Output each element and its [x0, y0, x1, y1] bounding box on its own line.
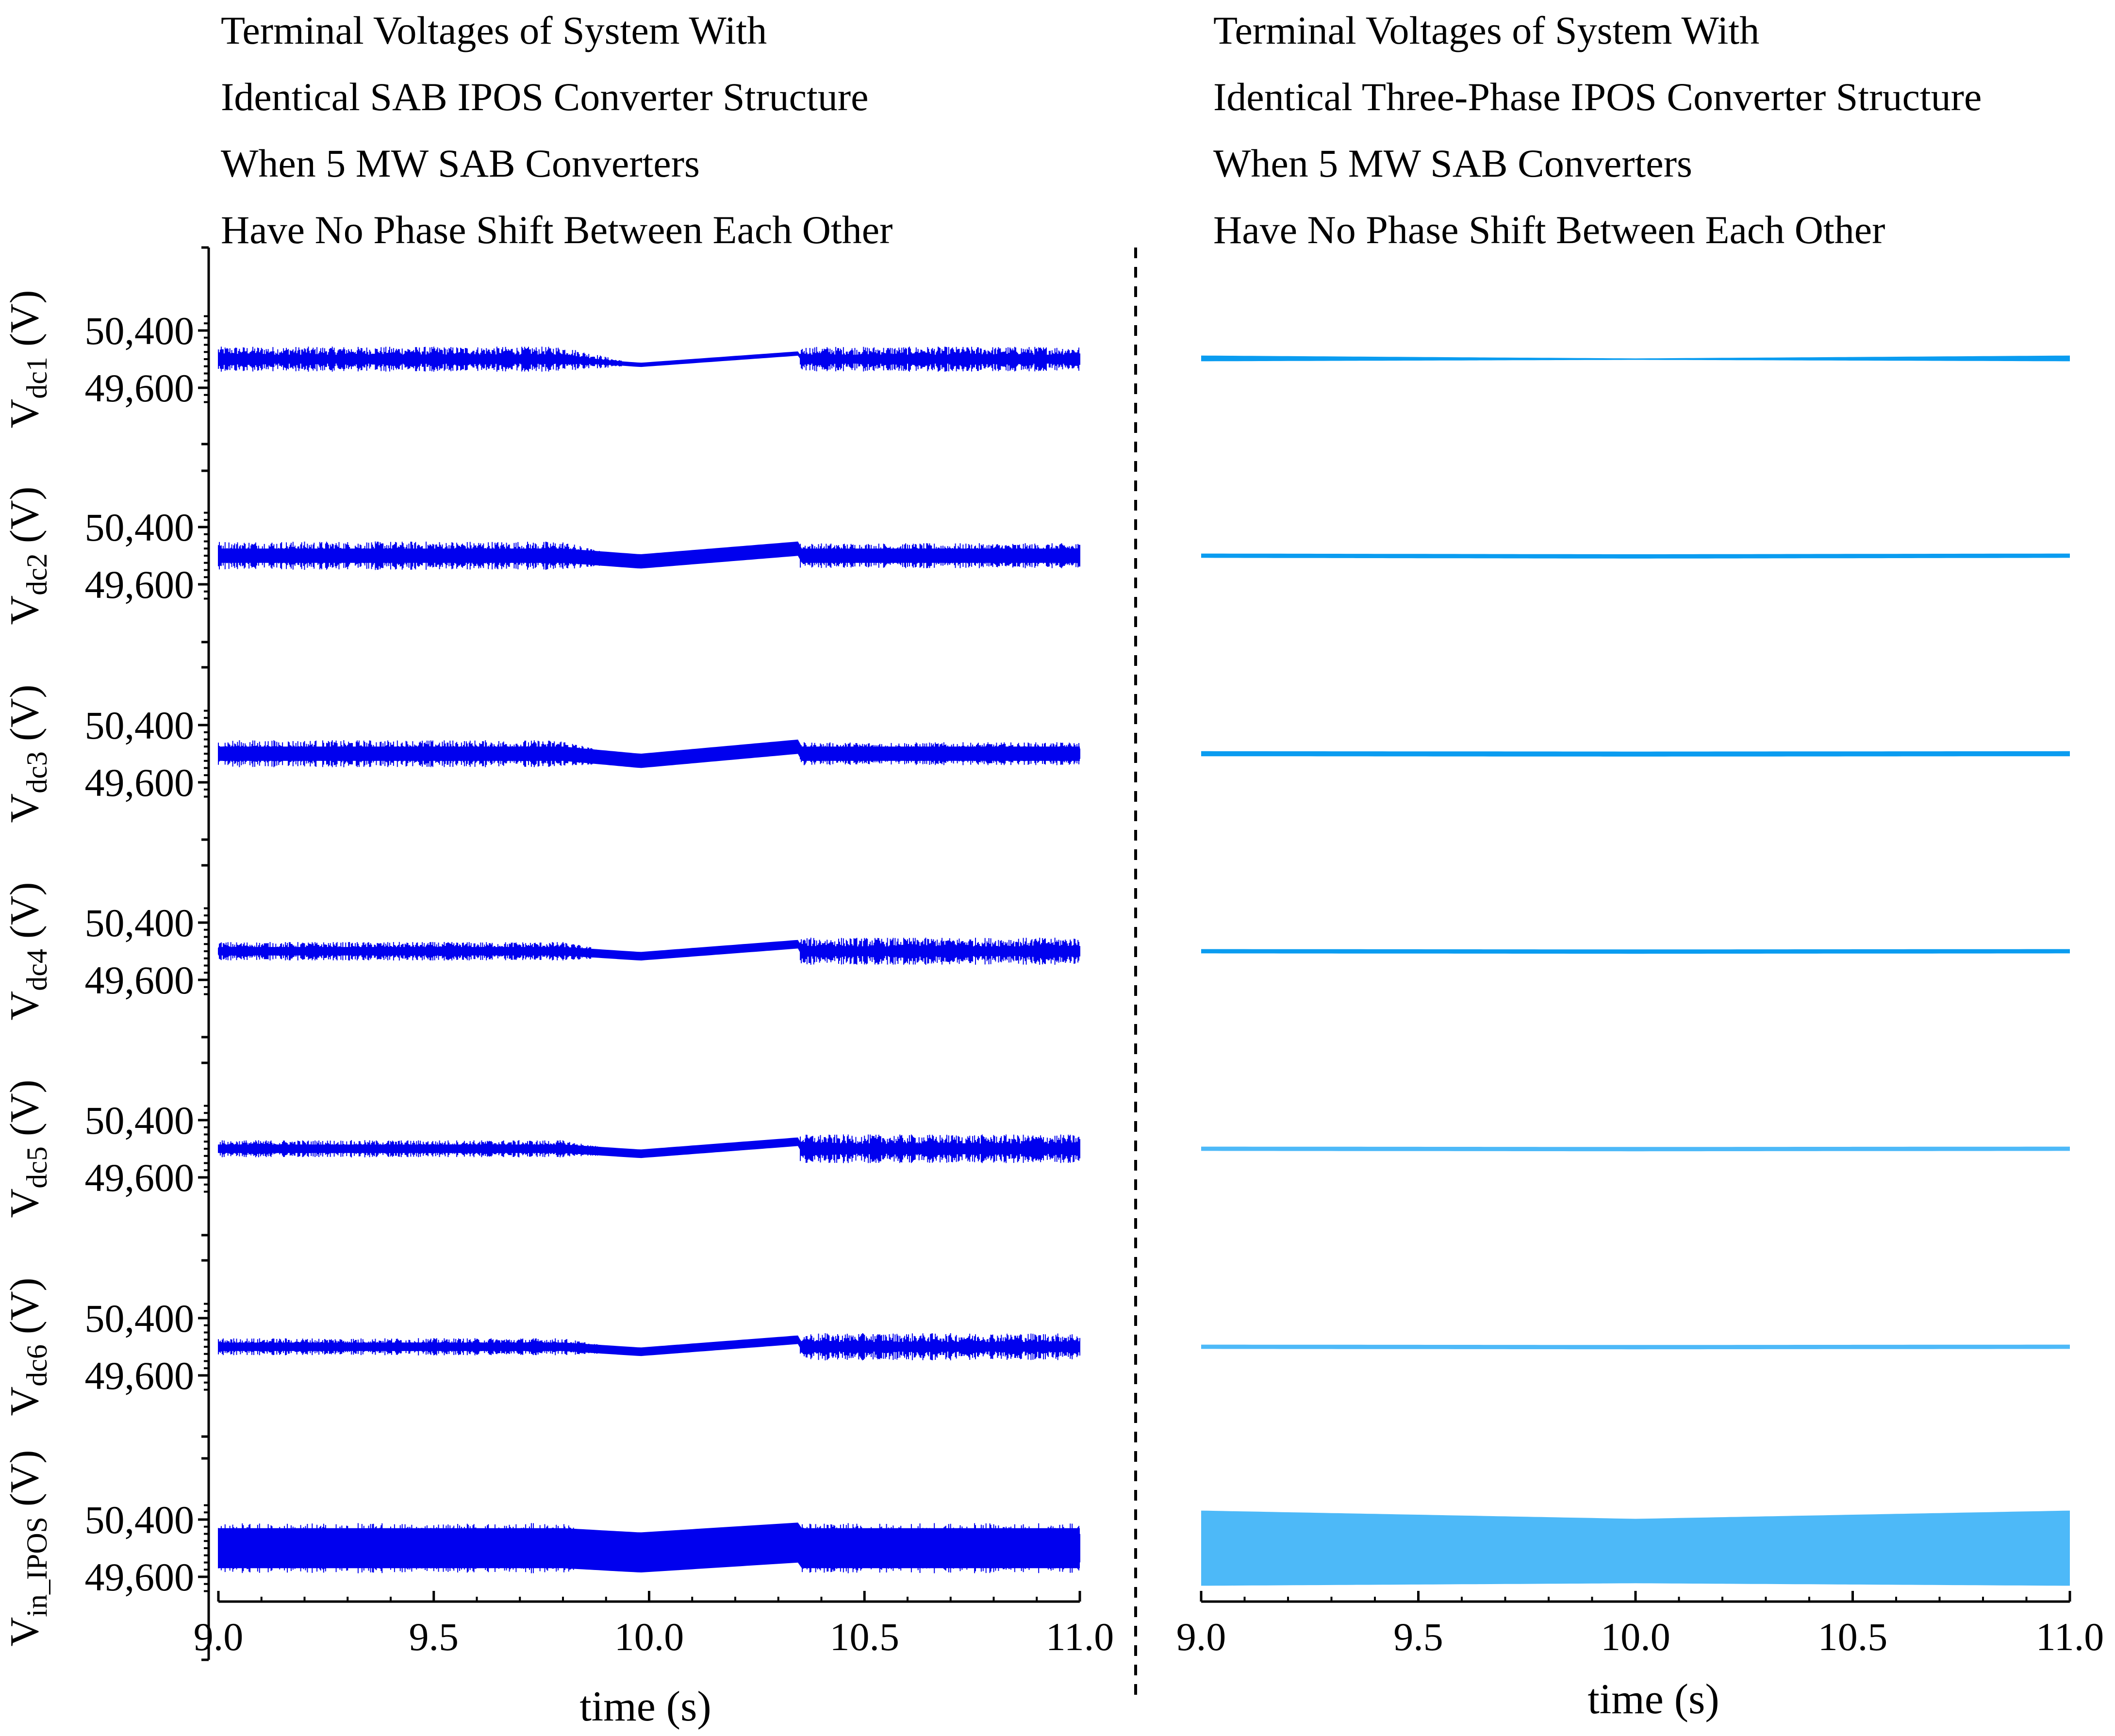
right-title-line-1: Terminal Voltages of System With [1213, 8, 1759, 52]
left-x-tick-label: 9.0 [194, 1615, 244, 1659]
left-y-axis-label-V_in_IPOS: Vin_IPOS (V) [2, 1450, 53, 1647]
right-series-V_dc2 [1201, 553, 2070, 559]
right-band-V_dc1 [1201, 355, 2070, 362]
y-label-unit: (V) [2, 1278, 47, 1345]
left-x-tick-label: 10.5 [830, 1615, 900, 1659]
left-noise-V_in_IPOS [218, 1523, 1080, 1573]
left-series-V_dc5: 50,400 49,600 Vdc5 (V) [2, 1036, 1080, 1262]
left-title-line-4: Have No Phase Shift Between Each Other [221, 208, 892, 252]
right-title-line-4: Have No Phase Shift Between Each Other [1213, 208, 1885, 252]
right-x-tick-label: 9.5 [1393, 1615, 1443, 1659]
right-panel [1201, 355, 2070, 1586]
left-y-tick-label: 50,400 [85, 309, 195, 353]
y-label-main: V [2, 991, 47, 1021]
left-y-tick-label: 49,600 [85, 1354, 195, 1398]
y-label-main: V [2, 1617, 47, 1647]
right-band-V_dc3 [1201, 751, 2070, 757]
left-y-axis-label-V_dc2: Vdc2 (V) [2, 487, 53, 625]
left-series-V_dc3: 50,400 49,600 Vdc3 (V) [2, 641, 1080, 867]
y-label-unit: (V) [2, 487, 47, 554]
left-noise-V_dc4 [218, 938, 1080, 965]
left-y-axis-label-V_dc1: Vdc1 (V) [2, 290, 53, 429]
y-label-unit: (V) [2, 1080, 47, 1147]
left-y-tick-label: 50,400 [85, 901, 195, 945]
left-y-tick-label: 49,600 [85, 761, 195, 805]
right-series-V_dc5 [1201, 1146, 2070, 1152]
left-y-axis-label-V_dc6: Vdc6 (V) [2, 1278, 53, 1416]
left-x-tick-label: 11.0 [1046, 1615, 1114, 1659]
right-band-V_dc2 [1201, 553, 2070, 559]
right-x-axis-label: time (s) [1587, 1676, 1719, 1723]
left-x-axis-label: time (s) [579, 1683, 711, 1730]
right-title-line-2: Identical Three-Phase IPOS Converter Str… [1213, 75, 1982, 119]
right-series-V_dc4 [1201, 949, 2070, 954]
right-x-tick-label: 10.0 [1601, 1615, 1670, 1659]
right-band-V_dc6 [1201, 1344, 2070, 1350]
left-y-tick-label: 49,600 [85, 366, 195, 410]
y-label-subscript: dc4 [21, 949, 53, 991]
right-band-V_dc4 [1201, 949, 2070, 954]
left-y-tick-label: 49,600 [85, 1156, 195, 1200]
left-series-V_dc2: 50,400 49,600 Vdc2 (V) [2, 443, 1080, 669]
right-x-tick-label: 10.5 [1818, 1615, 1888, 1659]
y-label-main: V [2, 1189, 47, 1218]
left-y-tick-label: 50,400 [85, 505, 195, 549]
left-noise-V_dc2 [218, 541, 1080, 570]
y-label-subscript: dc2 [21, 553, 53, 595]
left-noise-V_dc6 [218, 1333, 1080, 1360]
right-band-V_dc5 [1201, 1146, 2070, 1152]
left-series-V_dc4: 50,400 49,600 Vdc4 (V) [2, 838, 1080, 1064]
left-y-axis-label-V_dc4: Vdc4 (V) [2, 882, 53, 1021]
left-title-line-3: When 5 MW SAB Converters [221, 141, 700, 185]
y-label-subscript: dc1 [21, 357, 53, 399]
right-series-V_dc6 [1201, 1344, 2070, 1350]
y-label-unit: (V) [2, 1450, 47, 1517]
left-y-tick-label: 50,400 [85, 1498, 195, 1542]
left-series-V_in_IPOS: 50,400 49,600 Vin_IPOS (V) [2, 1435, 1080, 1661]
y-label-main: V [2, 794, 47, 823]
left-series-V_dc1: 50,400 49,600 Vdc1 (V) [2, 246, 1080, 472]
y-label-unit: (V) [2, 685, 47, 752]
right-title-line-3: When 5 MW SAB Converters [1213, 141, 1692, 185]
left-x-tick-label: 9.5 [409, 1615, 459, 1659]
y-label-subscript: dc5 [21, 1146, 53, 1189]
left-panel: 50,400 49,600 Vdc1 (V) 50,400 49,600 Vdc2 (V)… [2, 246, 1080, 1661]
left-y-tick-label: 50,400 [85, 1296, 195, 1340]
left-series-V_dc6: 50,400 49,600 Vdc6 (V) [2, 1234, 1080, 1460]
y-label-unit: (V) [2, 882, 47, 949]
right-series-V_in_IPOS [1201, 1510, 2070, 1586]
left-y-axis-label-V_dc3: Vdc3 (V) [2, 685, 53, 823]
left-noise-V_dc5 [218, 1134, 1080, 1163]
left-y-axis-label-V_dc5: Vdc5 (V) [2, 1080, 53, 1218]
y-label-main: V [2, 399, 47, 429]
left-title-line-1: Terminal Voltages of System With [221, 8, 767, 52]
left-y-tick-label: 50,400 [85, 1098, 195, 1142]
left-title-line-2: Identical SAB IPOS Converter Structure [221, 75, 869, 119]
right-series-V_dc3 [1201, 751, 2070, 757]
y-label-subscript: in_IPOS [21, 1517, 53, 1617]
left-noise-V_dc1 [218, 347, 1080, 372]
y-label-main: V [2, 595, 47, 625]
left-y-tick-label: 49,600 [85, 958, 195, 1002]
y-label-main: V [2, 1387, 47, 1416]
y-label-subscript: dc6 [21, 1344, 53, 1387]
right-x-tick-label: 11.0 [2036, 1615, 2104, 1659]
left-noise-V_dc3 [218, 740, 1080, 767]
right-series-V_dc1 [1201, 355, 2070, 362]
x-axes: 9.0 9.5 10.0 10.5 11.0 9.0 9.5 10.0 10.5 11.0 [194, 1591, 2104, 1659]
left-x-tick-label: 10.0 [614, 1615, 684, 1659]
left-y-tick-label: 50,400 [85, 703, 195, 747]
left-y-tick-label: 49,600 [85, 1555, 195, 1599]
y-label-unit: (V) [2, 290, 47, 357]
right-band-V_in_IPOS [1201, 1510, 2070, 1586]
y-label-subscript: dc3 [21, 751, 53, 794]
left-panel-title: Terminal Voltages of System With Identic… [221, 8, 892, 252]
left-y-tick-label: 49,600 [85, 562, 195, 607]
right-x-tick-label: 9.0 [1176, 1615, 1226, 1659]
right-panel-title: Terminal Voltages of System With Identic… [1213, 8, 1982, 252]
